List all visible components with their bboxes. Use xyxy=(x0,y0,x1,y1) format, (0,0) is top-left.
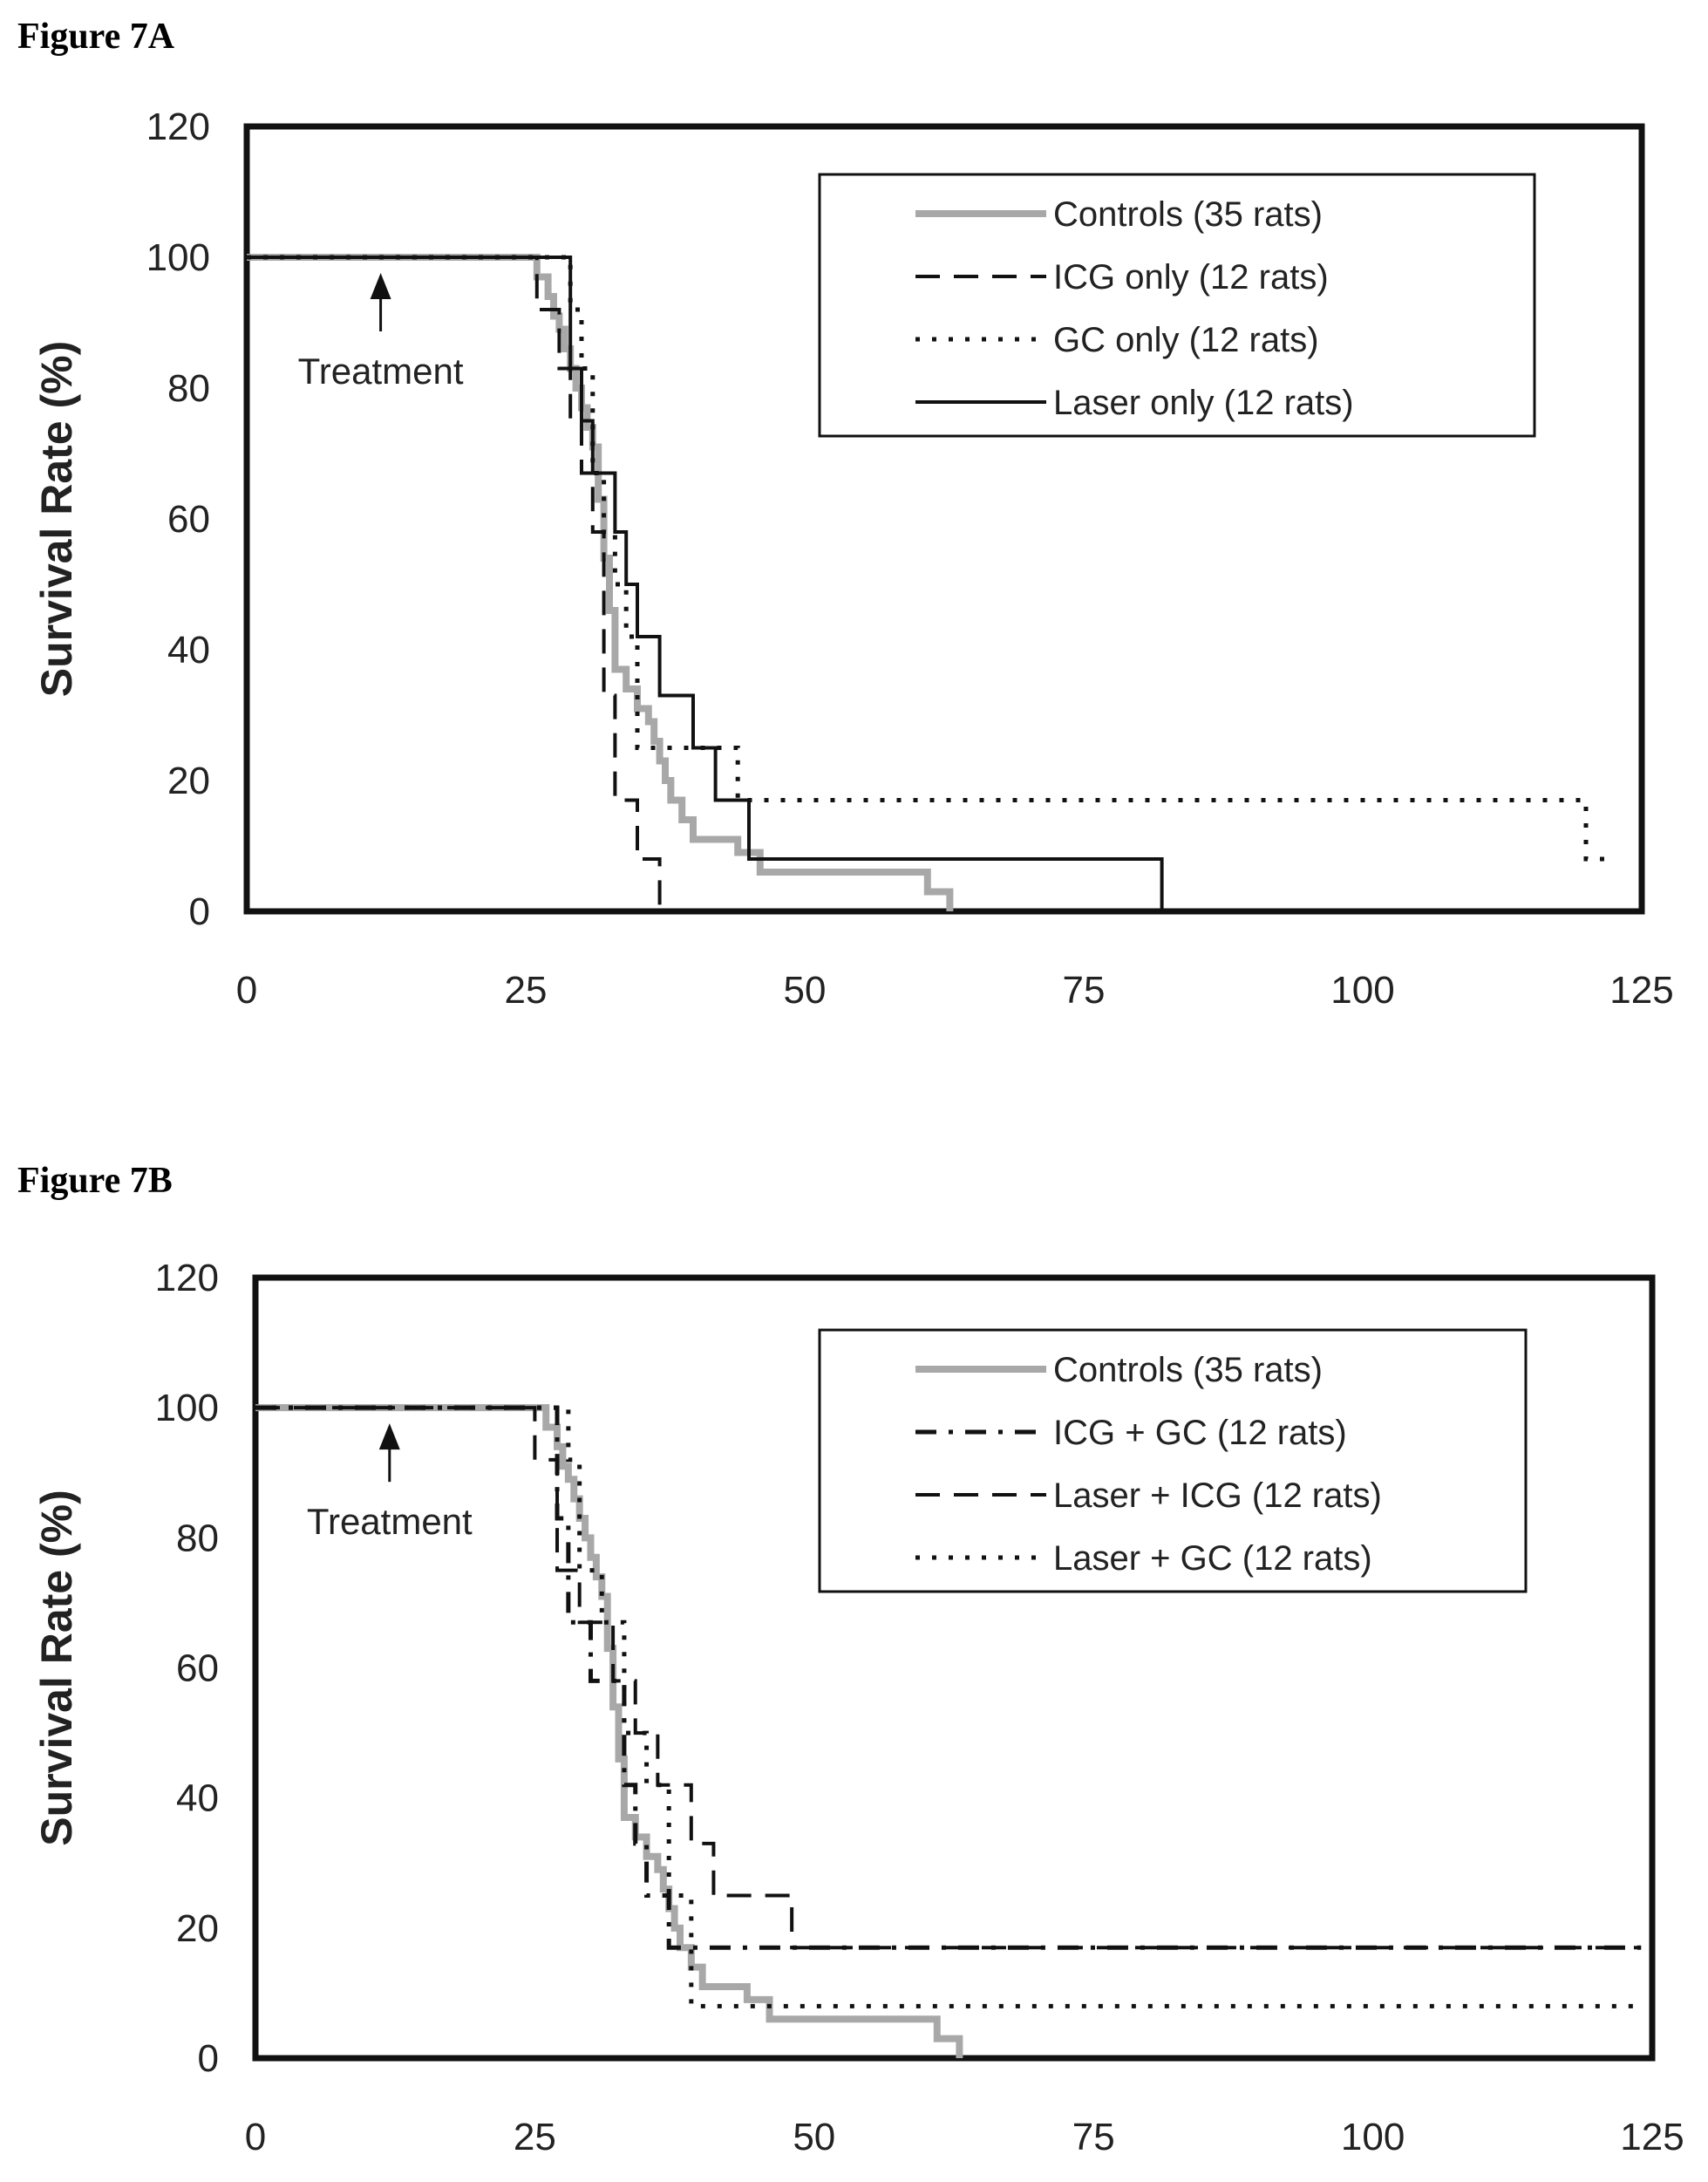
chart-b-legend-label-4: Laser + GC (12 rats) xyxy=(1053,1539,1372,1578)
chart-a-legend-box xyxy=(818,173,1536,438)
chart-a-x-tick-label: 50 xyxy=(784,969,827,1012)
chart-b-y-tick-label: 100 xyxy=(155,1387,219,1429)
chart-a-treatment-annotation: Treatment xyxy=(298,273,464,392)
chart-a-treatment-label: Treatment xyxy=(298,351,464,392)
chart-b-legend: Controls (35 rats) ICG + GC (12 rats) Lase… xyxy=(818,1328,1528,1593)
chart-a-y-tick-label: 120 xyxy=(146,106,210,148)
chart-b-series-line-3 xyxy=(255,1406,1642,1950)
chart-a-x-tick-label: 125 xyxy=(1609,969,1673,1012)
chart-a-legend: Controls (35 rats) ICG only (12 rats) GC o… xyxy=(818,173,1536,438)
chart-a-x-tick-label: 100 xyxy=(1330,969,1394,1012)
chart-b-y-tick-label: 80 xyxy=(176,1517,219,1559)
figure-7b-label: Figure 7B xyxy=(17,1161,173,1201)
figure-7a-label: Figure 7A xyxy=(17,17,175,57)
chart-b-plot-frame xyxy=(252,1274,1656,2062)
chart-b-x-tick-label: 125 xyxy=(1620,2116,1684,2158)
chart-b-y-tick-label: 20 xyxy=(176,1907,219,1950)
chart-a-y-tick-label: 0 xyxy=(189,890,210,933)
chart-b-series-line-2 xyxy=(255,1405,1642,1950)
chart-b-y-tick-label: 60 xyxy=(176,1647,219,1690)
chart-a-y-tick-label: 40 xyxy=(167,629,210,672)
chart-a-x-tick-label: 0 xyxy=(236,969,257,1012)
chart-a-y-tick-label: 20 xyxy=(167,760,210,802)
chart-b-y-tick-label: 40 xyxy=(176,1777,219,1820)
chart-b-y-axis-label: Survival Rate (%) xyxy=(32,1490,81,1845)
chart-a-y-tick-label: 80 xyxy=(167,367,210,410)
chart-a-x-tick-label: 75 xyxy=(1063,969,1106,1012)
chart-a-y-axis-label: Survival Rate (%) xyxy=(32,341,81,697)
chart-b-legend-label-1: Controls (35 rats) xyxy=(1053,1351,1323,1389)
chart-b-legend-label-3: Laser + ICG (12 rats) xyxy=(1053,1476,1382,1515)
survival-chart-7b: 0 20 40 60 80 100 120 0 25 50 75 100 125 Survival Rat… xyxy=(32,1257,1684,2158)
chart-a-plot-frame xyxy=(243,123,1645,915)
chart-b-x-tick-label: 75 xyxy=(1072,2116,1115,2158)
chart-b-legend-box xyxy=(818,1328,1528,1593)
chart-a-x-tick-label: 25 xyxy=(505,969,548,1012)
chart-b-y-tick-label: 0 xyxy=(198,2037,219,2080)
survival-chart-7a: 0 20 40 60 80 100 120 0 25 50 75 100 125 Survival Rat… xyxy=(32,106,1674,1012)
chart-a-series-line-4 xyxy=(247,256,1164,911)
chart-a-treatment-arrow-head xyxy=(370,273,391,299)
chart-b-treatment-arrow-head xyxy=(378,1423,400,1450)
chart-b-legend-label-2: ICG + GC (12 rats) xyxy=(1053,1414,1347,1452)
chart-a-y-tick-label: 100 xyxy=(146,236,210,279)
chart-b-x-tick-label: 25 xyxy=(514,2116,556,2158)
chart-a-legend-label-2: ICG only (12 rats) xyxy=(1053,258,1329,297)
chart-a-legend-label-3: GC only (12 rats) xyxy=(1053,321,1319,359)
chart-a-legend-label-4: Laser only (12 rats) xyxy=(1053,384,1354,422)
chart-b-x-tick-label: 100 xyxy=(1341,2116,1405,2158)
chart-b-y-tick-label: 120 xyxy=(155,1257,219,1299)
chart-a-series-line-1 xyxy=(247,254,954,911)
chart-a-y-tick-label: 60 xyxy=(167,498,210,541)
chart-b-x-tick-label: 50 xyxy=(793,2116,835,2158)
chart-a-legend-label-1: Controls (35 rats) xyxy=(1053,195,1323,234)
chart-b-treatment-label: Treatment xyxy=(307,1501,473,1542)
chart-b-treatment-annotation: Treatment xyxy=(307,1423,473,1542)
chart-b-x-tick-label: 0 xyxy=(245,2116,266,2158)
chart-a-series-line-2 xyxy=(247,256,662,911)
